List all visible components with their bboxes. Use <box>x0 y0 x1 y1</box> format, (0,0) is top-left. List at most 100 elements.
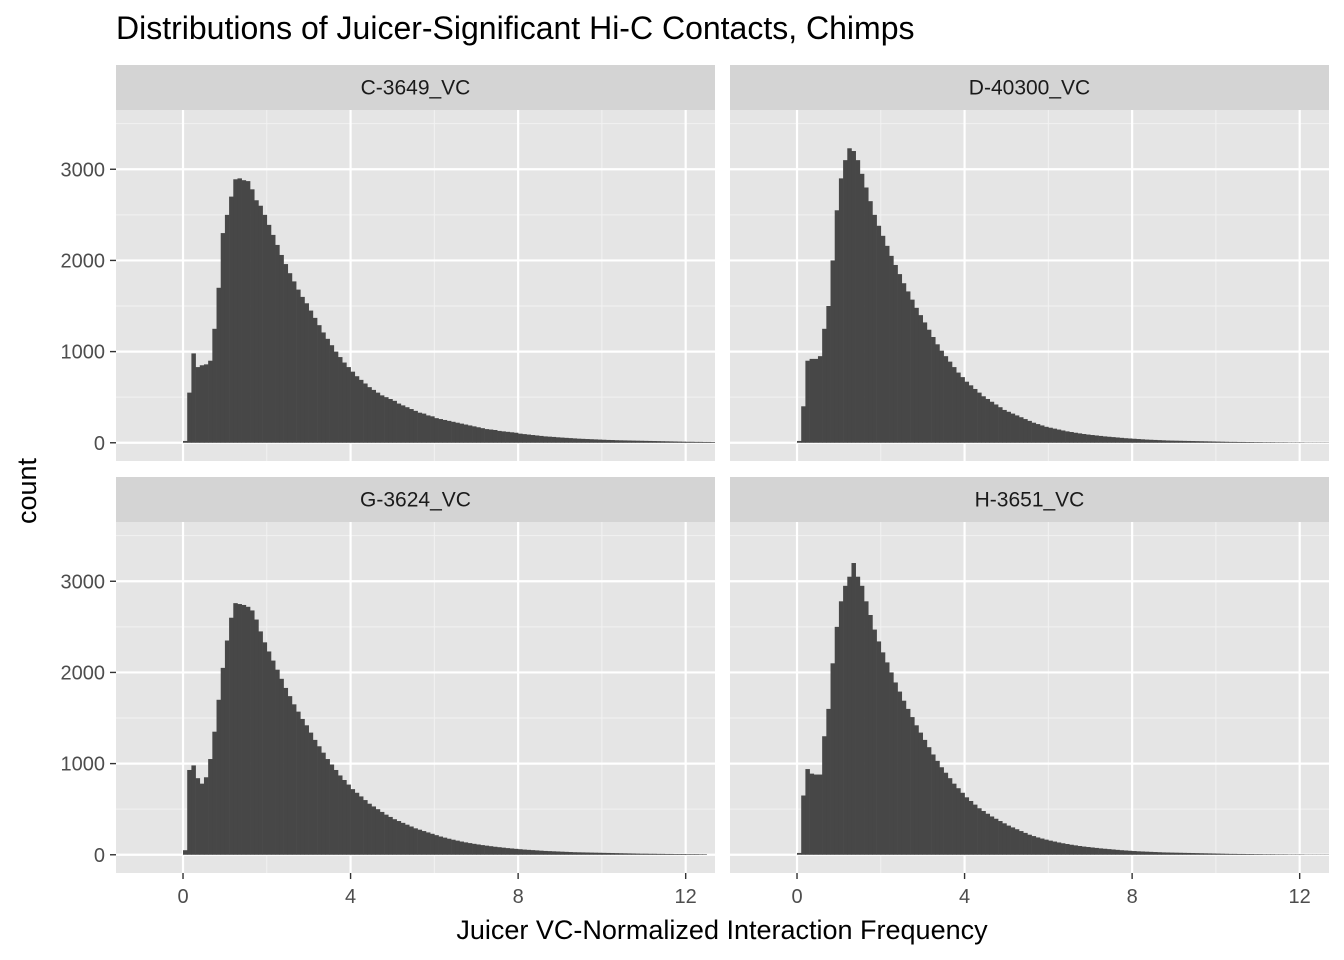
histogram-bar <box>568 438 573 443</box>
histogram-bar <box>270 234 276 443</box>
histogram-bar <box>551 436 557 443</box>
histogram-bar <box>652 853 657 855</box>
histogram-bar <box>338 775 343 855</box>
histogram-bar <box>488 429 494 443</box>
histogram-bar <box>1031 836 1037 855</box>
histogram-bar <box>1073 432 1078 443</box>
histogram-bars <box>183 178 715 443</box>
histogram-bar <box>212 328 217 443</box>
histogram-bar <box>350 789 356 855</box>
histogram-bar <box>275 244 280 443</box>
histogram-bar <box>1257 854 1263 855</box>
histogram-bar <box>539 435 544 443</box>
histogram-bar <box>1236 853 1242 855</box>
histogram-bar <box>647 853 653 855</box>
histogram-bar <box>1090 435 1095 443</box>
histogram-bar <box>208 759 213 855</box>
histogram-bar <box>576 438 582 443</box>
histogram-bar <box>580 438 586 443</box>
histogram-bar <box>258 631 263 855</box>
histogram-bar <box>245 606 251 855</box>
histogram-bar <box>851 151 856 443</box>
histogram-bar <box>1027 420 1032 443</box>
histogram-bar <box>492 846 498 855</box>
histogram-bar <box>1270 854 1275 855</box>
histogram-bar <box>300 296 305 443</box>
histogram-bar <box>1215 853 1221 855</box>
histogram-bar <box>822 736 827 855</box>
histogram-bar <box>564 851 569 855</box>
histogram-bar <box>258 205 263 443</box>
histogram-bar <box>1086 434 1091 443</box>
histogram-bar <box>1006 411 1011 443</box>
histogram-bar <box>1002 409 1007 443</box>
histogram-bar <box>635 440 640 443</box>
histogram-bar <box>304 725 309 855</box>
histogram-bar <box>224 214 230 443</box>
histogram-bar <box>543 850 548 855</box>
histogram-bar <box>606 852 611 855</box>
histogram-bar <box>484 429 490 443</box>
x-tick-label: 0 <box>791 886 802 908</box>
x-tick-label: 8 <box>1127 886 1138 908</box>
histogram-bar <box>1106 849 1112 855</box>
histogram-bar <box>396 821 402 855</box>
histogram-bar <box>610 853 615 855</box>
histogram-bar <box>250 610 255 855</box>
histogram-bar <box>488 846 494 855</box>
histogram-bar <box>952 367 957 443</box>
histogram-bar <box>968 385 974 443</box>
histogram-bar <box>822 328 827 443</box>
histogram-bar <box>467 425 473 443</box>
histogram-bar <box>952 783 957 855</box>
histogram-bar <box>1035 424 1041 443</box>
histogram-bar <box>275 669 280 855</box>
histogram-bar <box>627 440 632 443</box>
histogram-bar <box>1161 852 1166 855</box>
histogram-bar <box>551 851 557 855</box>
histogram-bar <box>1111 437 1116 443</box>
histogram-bar <box>371 806 377 855</box>
histogram-bar <box>509 432 515 443</box>
histogram-bar <box>354 792 360 855</box>
histogram-bar <box>1144 439 1150 443</box>
histogram-bar <box>568 852 573 855</box>
histogram-bar <box>283 264 289 443</box>
histogram-bar <box>847 148 852 443</box>
histogram-bar <box>631 853 636 855</box>
histogram-bar <box>813 358 819 443</box>
histogram-bar <box>1065 844 1070 855</box>
histogram-bar <box>1132 851 1137 855</box>
histogram-bar <box>245 181 251 443</box>
histogram-bar <box>1023 419 1028 443</box>
histogram-bar <box>530 435 536 443</box>
histogram-bar <box>463 842 469 855</box>
histogram-bar <box>1165 440 1171 443</box>
histogram-bar <box>425 832 431 855</box>
histogram-bar <box>1194 853 1200 855</box>
histogram-bar <box>855 160 861 443</box>
histogram-bar <box>1224 853 1229 855</box>
histogram-bar <box>1081 434 1087 443</box>
histogram-bar <box>421 831 427 855</box>
histogram-bar <box>1174 440 1179 443</box>
histogram-bar <box>1010 413 1016 443</box>
histogram-bar <box>421 413 427 443</box>
histogram-bar <box>279 678 284 855</box>
histogram-bar <box>1098 848 1104 855</box>
histogram-bar <box>388 816 393 855</box>
histogram-bar <box>805 769 810 855</box>
histogram-bar <box>1123 438 1129 443</box>
histogram-bar <box>522 434 527 443</box>
histogram-bar <box>1044 839 1049 855</box>
histogram-bar <box>1232 441 1238 443</box>
histogram-bar <box>291 704 297 855</box>
histogram-bar <box>1031 422 1037 443</box>
histogram-bar <box>1236 441 1242 443</box>
histogram-bar <box>1052 428 1058 443</box>
histogram-bar <box>413 410 418 443</box>
histogram-bar <box>1039 838 1045 855</box>
histogram-bar <box>1140 851 1145 855</box>
histogram-bar <box>1136 439 1141 443</box>
histogram-bar <box>296 289 301 443</box>
